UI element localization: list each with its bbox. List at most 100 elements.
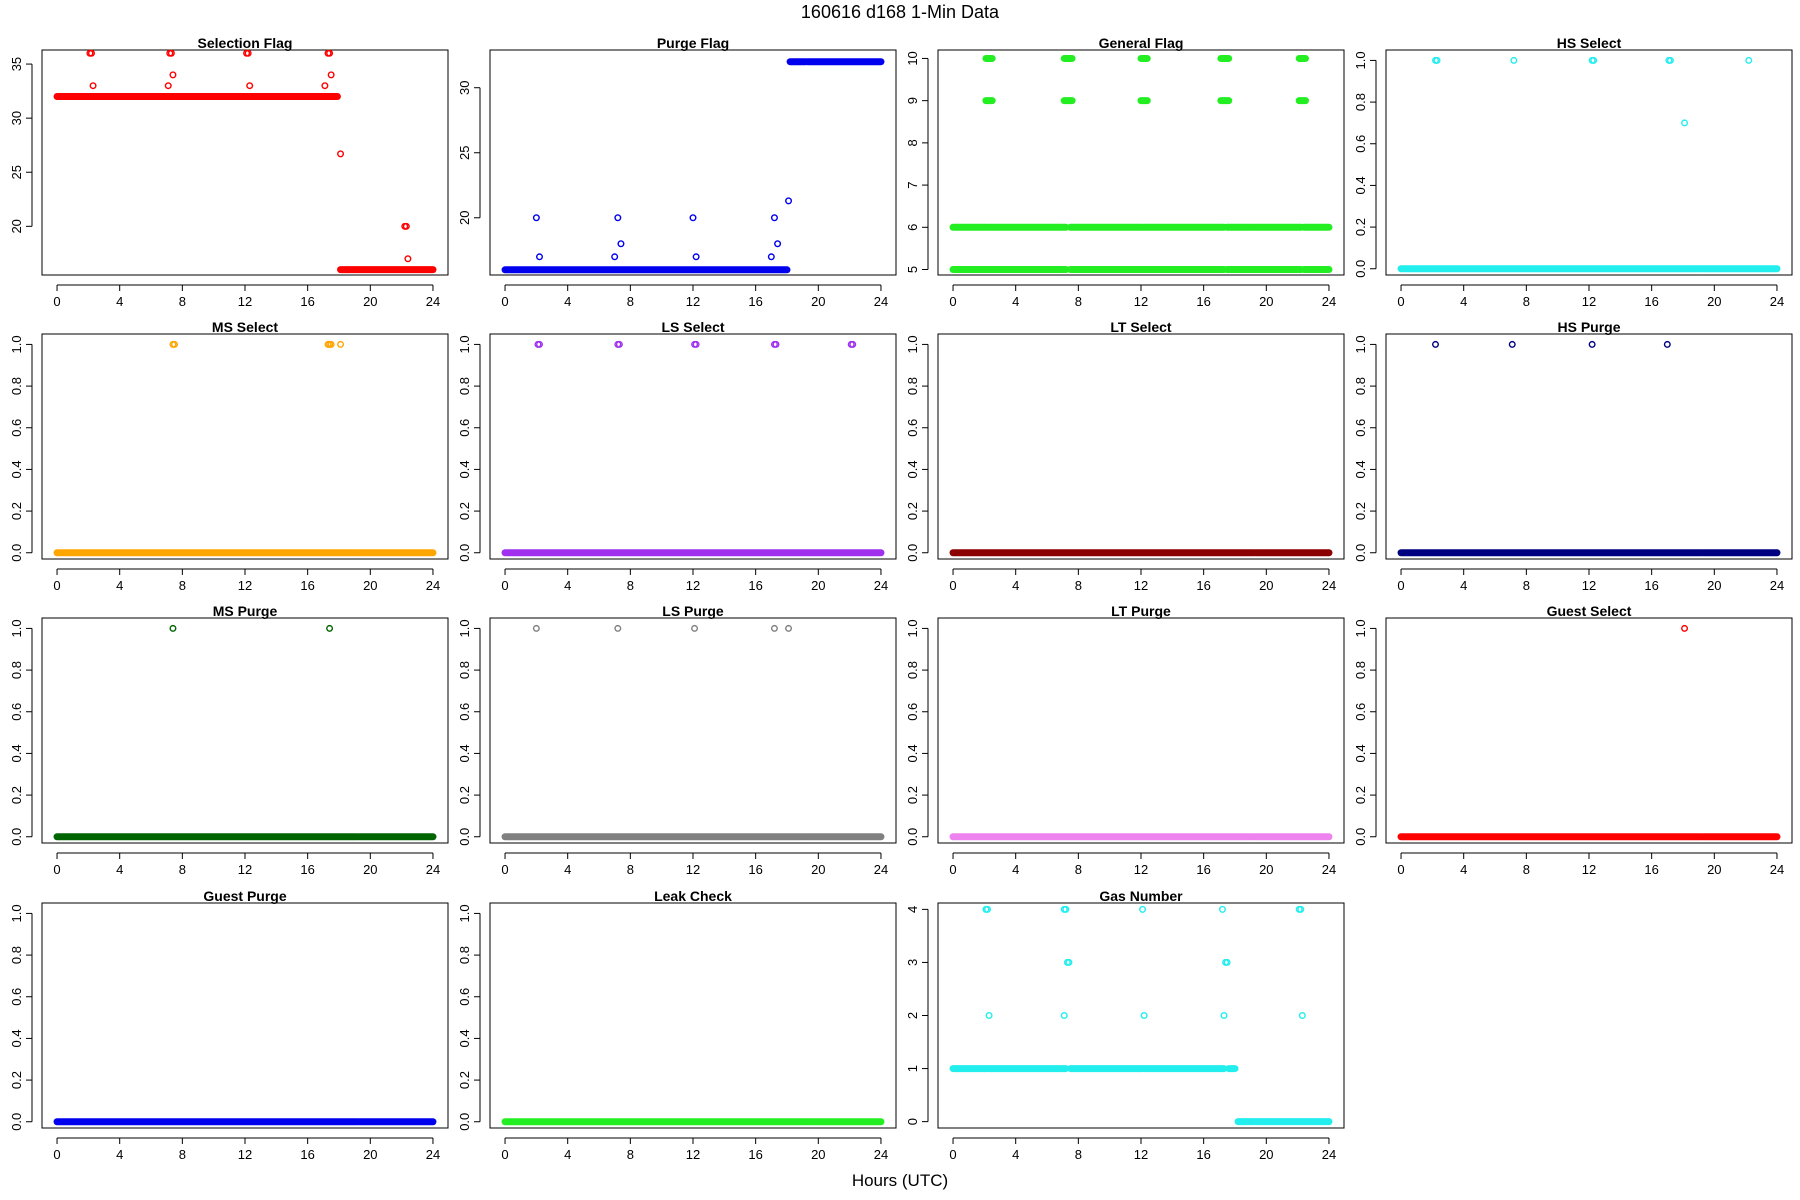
data-point [689,214,697,222]
data-point [1663,340,1671,348]
data-point [1681,624,1689,632]
x-tick-label: 0 [949,578,956,593]
x-tick-label: 20 [1259,1147,1273,1162]
figure-title: 160616 d168 1-Min Data [801,2,1000,22]
y-tick-label: 0.8 [9,946,24,964]
panel-ls-select: LS Select 0 4 8 12 16 20 24 0.0 0.2 0.4 0.6 0.8 1.0 [457,319,897,593]
y-tick-label: 0.2 [905,786,920,804]
plot-frame [489,617,897,844]
x-tick-label: 8 [1075,862,1082,877]
x-tick-label: 20 [811,1147,825,1162]
y-tick-label: 0.2 [1353,502,1368,520]
y-tick-label: 0.4 [457,460,472,478]
data-series [1397,340,1781,557]
y-tick-label: 0.6 [9,703,24,721]
y-axis: 0.0 0.2 0.4 0.6 0.8 1.0 [457,335,481,562]
y-tick-label: 0.8 [457,946,472,964]
y-tick-label: 0.8 [457,377,472,395]
y-tick-label: 25 [9,165,24,179]
y-tick-label: 0.6 [1353,703,1368,721]
x-tick-label: 24 [1322,1147,1336,1162]
plot-frame [489,49,897,276]
data-point [611,253,619,261]
data-point [785,624,793,632]
y-tick-label: 1.0 [905,619,920,637]
y-tick-label: 0.0 [905,544,920,562]
y-tick-label: 1.0 [457,619,472,637]
x-tick-label: 8 [179,578,186,593]
data-point [849,340,857,348]
x-tick-label: 12 [686,1147,700,1162]
y-axis: 0.0 0.2 0.4 0.6 0.8 1.0 [9,904,33,1131]
x-tick-label: 4 [1460,578,1467,593]
data-point [171,340,179,348]
data-point [402,222,410,230]
x-tick-label: 16 [1644,294,1658,309]
x-tick-label: 0 [949,1147,956,1162]
x-axis: 0 4 8 12 16 20 24 [501,1137,888,1162]
data-point [1431,340,1439,348]
y-axis: 20 25 30 [457,80,481,225]
data-series [1397,56,1781,273]
x-tick-label: 24 [1322,294,1336,309]
y-tick-label: 0.2 [9,786,24,804]
y-tick-label: 0.8 [1353,93,1368,111]
panel-title: MS Purge [213,603,278,619]
data-point [1508,340,1516,348]
data-point [617,240,625,248]
data-point [1140,1012,1148,1020]
plot-frame [41,333,449,560]
y-axis: 0.0 0.2 0.4 0.6 0.8 1.0 [457,619,481,846]
x-tick-label: 4 [1012,578,1019,593]
data-point [614,214,622,222]
plot-frame [1385,333,1793,560]
y-tick-label: 1.0 [9,904,24,922]
y-tick-label: 0.0 [457,1113,472,1131]
y-tick-label: 5 [905,266,920,273]
y-axis: 0.0 0.2 0.4 0.6 0.8 1.0 [1353,335,1377,562]
x-tick-label: 4 [1012,1147,1019,1162]
data-point [326,49,334,57]
y-tick-label: 0.6 [9,988,24,1006]
x-tick-label: 24 [426,862,440,877]
x-tick-label: 8 [179,1147,186,1162]
x-axis: 0 4 8 12 16 20 24 [501,284,888,309]
plot-frame [489,333,897,560]
y-tick-label: 25 [457,146,472,160]
x-tick-label: 4 [564,294,571,309]
y-tick-label: 0.4 [9,460,24,478]
data-point [532,214,540,222]
panel-title: LS Select [661,319,724,335]
x-tick-label: 24 [874,578,888,593]
x-axis: 0 4 8 12 16 20 24 [53,852,440,877]
x-tick-label: 12 [686,862,700,877]
data-point [164,82,172,90]
data-point [1065,958,1073,966]
data-series [53,340,437,557]
data-point [691,624,699,632]
x-tick-label: 0 [1397,294,1404,309]
panel-lt-purge: LT Purge 0 4 8 12 16 20 24 0.0 0.2 0.4 0.6 0.8 1.0 [905,603,1345,877]
x-tick-label: 20 [811,578,825,593]
x-tick-label: 24 [874,294,888,309]
y-tick-label: 0.2 [1353,218,1368,236]
x-tick-label: 12 [1134,578,1148,593]
x-tick-label: 24 [1322,862,1336,877]
panel-title: Purge Flag [657,35,729,51]
y-tick-label: 0.4 [457,1029,472,1047]
data-point [1298,1012,1306,1020]
panel-ms-select: MS Select 0 4 8 12 16 20 24 0.0 0.2 0.4 0.6 0.8 1.0 [9,319,449,593]
x-tick-label: 24 [874,862,888,877]
x-tick-label: 16 [300,862,314,877]
y-tick-label: 0.0 [9,544,24,562]
y-tick-label: 0.6 [457,703,472,721]
x-tick-label: 8 [1075,1147,1082,1162]
x-tick-label: 20 [1259,862,1273,877]
y-tick-label: 0.6 [905,419,920,437]
x-tick-label: 16 [748,578,762,593]
data-series [501,624,885,841]
x-axis: 0 4 8 12 16 20 24 [949,1137,1336,1162]
data-point [1060,1012,1068,1020]
